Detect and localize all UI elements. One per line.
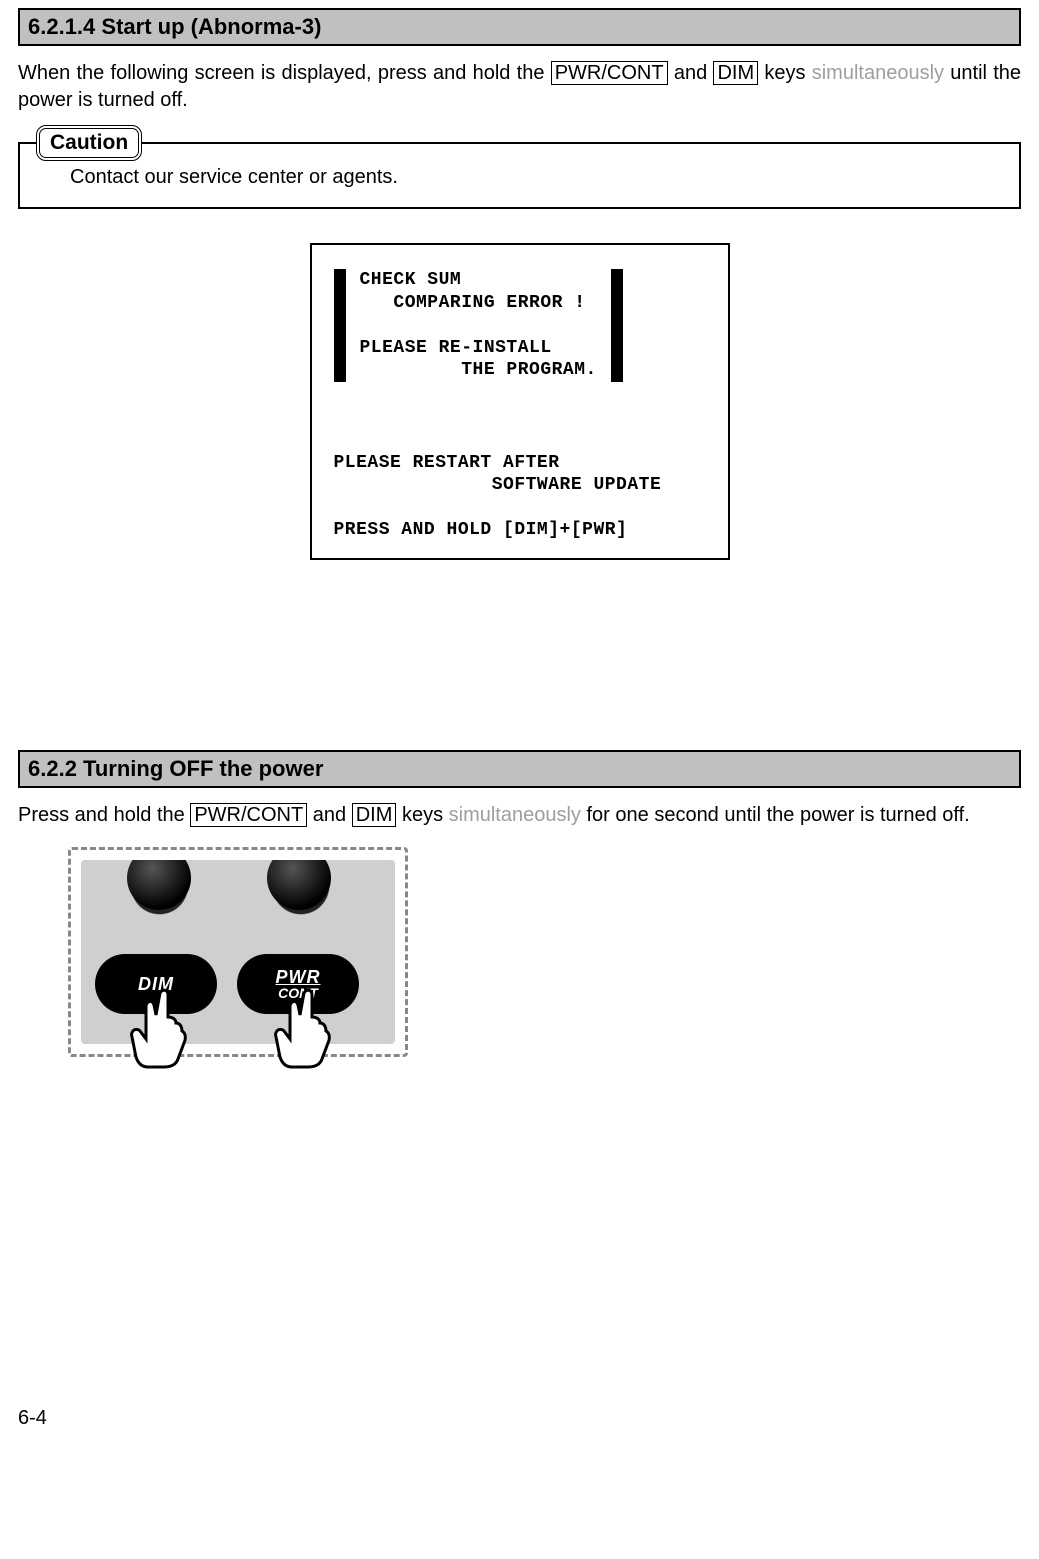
section2-intro: Press and hold the PWR/CONT and DIM keys… bbox=[18, 802, 1021, 829]
page-number: 6-4 bbox=[18, 1407, 1021, 1430]
screen-lower-text: PLEASE RESTART AFTER SOFTWARE UPDATE PRE… bbox=[334, 452, 706, 542]
pointing-hand-icon bbox=[266, 987, 336, 1069]
section-header-1: 6.2.1.4 Start up (Abnorma-3) bbox=[18, 8, 1021, 46]
text: for one second until the power is turned… bbox=[581, 804, 970, 826]
section-header-2: 6.2.2 Turning OFF the power bbox=[18, 750, 1021, 788]
text: When the following screen is displayed, … bbox=[18, 62, 551, 84]
text: keys bbox=[758, 62, 812, 84]
text-highlight: simultaneously bbox=[812, 62, 944, 84]
caution-body: Contact our service center or agents. bbox=[18, 142, 1021, 209]
text: and bbox=[307, 804, 351, 826]
caution-label: Caution bbox=[36, 125, 142, 161]
error-text: CHECK SUM COMPARING ERROR ! PLEASE RE-IN… bbox=[360, 269, 597, 382]
decorative-bar-left bbox=[334, 269, 346, 382]
key-pwr-cont-2: PWR/CONT bbox=[190, 803, 307, 827]
decorative-bar-right bbox=[611, 269, 623, 382]
text: keys bbox=[396, 804, 448, 826]
pointing-hand-icon bbox=[122, 987, 192, 1069]
lcd-screen-box: CHECK SUM COMPARING ERROR ! PLEASE RE-IN… bbox=[310, 243, 730, 560]
text: Press and hold the bbox=[18, 804, 190, 826]
section1-intro: When the following screen is displayed, … bbox=[18, 60, 1021, 114]
key-dim-2: DIM bbox=[352, 803, 397, 827]
pwr-button-label-1: PWR bbox=[276, 968, 321, 986]
knob-icon bbox=[267, 860, 331, 910]
error-block: CHECK SUM COMPARING ERROR ! PLEASE RE-IN… bbox=[334, 269, 706, 382]
device-outline: DIM PWR CONT bbox=[68, 847, 408, 1057]
text: and bbox=[668, 62, 714, 84]
key-dim: DIM bbox=[713, 61, 758, 85]
key-pwr-cont: PWR/CONT bbox=[551, 61, 668, 85]
text-highlight-2: simultaneously bbox=[449, 804, 581, 826]
knob-icon bbox=[127, 860, 191, 910]
caution-box: Caution Contact our service center or ag… bbox=[18, 142, 1021, 209]
device-illustration: DIM PWR CONT bbox=[68, 847, 408, 1057]
